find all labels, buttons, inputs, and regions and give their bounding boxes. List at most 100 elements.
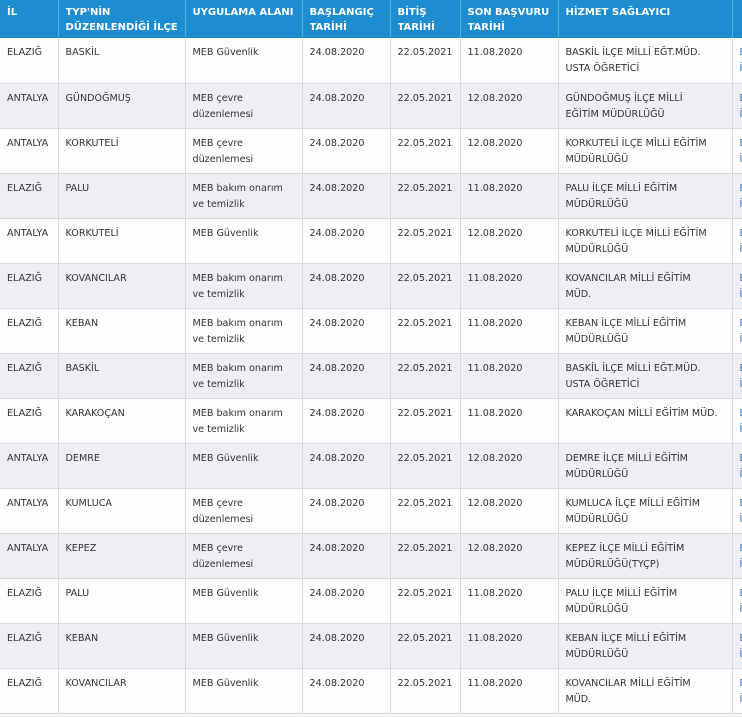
hizmet-saglayici-line1: KOVANCILAR MİLLİ EĞİTİM: [565, 677, 691, 689]
son-basvuru-tarihi-text: 11.08.2020: [467, 407, 523, 419]
table-row[interactable]: ANTALYA KORKUTELİ MEB Güvenlik 24.08.202…: [0, 218, 742, 264]
cell-baslangic-tarihi: 24.08.2020: [302, 38, 391, 84]
il-text: ANTALYA: [7, 497, 49, 509]
table-row[interactable]: ELAZIĞ BASKİL MEB bakım onarım ve temizli…: [0, 353, 742, 399]
cell-bitis-tarihi: 22.05.2021: [390, 623, 461, 669]
cell-detail-link[interactable]: Bİ: [732, 443, 742, 489]
cell-ilce: KORKUTELİ: [58, 218, 186, 264]
cell-detail-link[interactable]: Bİ: [732, 488, 742, 534]
uygulama-alani-line2: ve temizlik: [192, 288, 245, 300]
table-row[interactable]: ELAZIĞ PALU MEB bakım onarım ve temizlik …: [0, 173, 742, 219]
detail-link-line2[interactable]: İ: [739, 648, 742, 660]
column-header[interactable]: BİTİŞ TARİHİ: [390, 0, 461, 38]
detail-link-line2[interactable]: İ: [739, 153, 742, 165]
detail-link-line1[interactable]: B: [740, 631, 742, 647]
detail-link-line2[interactable]: İ: [739, 423, 742, 435]
cell-detail-link[interactable]: Bİ: [732, 263, 742, 309]
column-header-line1: UYGULAMA ALANI: [192, 7, 294, 18]
detail-link-line1[interactable]: B: [740, 136, 742, 152]
table-row[interactable]: ANTALYA KORKUTELİ MEB çevre düzenlemesi 2…: [0, 128, 742, 174]
detail-link-line2[interactable]: İ: [739, 603, 742, 615]
table-row[interactable]: ELAZIĞ KEBAN MEB bakım onarım ve temizlik…: [0, 308, 742, 354]
cell-detail-link[interactable]: Bİ: [732, 218, 742, 264]
ilce-text: KOVANCILAR: [65, 272, 127, 284]
ilce-text: BASKİL: [65, 362, 100, 374]
table-row[interactable]: ELAZIĞ KARAKOÇAN MEB bakım onarım ve temi…: [0, 398, 742, 444]
detail-link-line1[interactable]: B: [740, 406, 742, 422]
detail-link-line1[interactable]: B: [740, 226, 742, 242]
detail-link-line2[interactable]: İ: [739, 558, 742, 570]
cell-detail-link[interactable]: Bİ: [732, 83, 742, 129]
detail-link-line2[interactable]: İ: [739, 468, 742, 480]
detail-link-line1[interactable]: B: [740, 496, 742, 512]
detail-link-line1[interactable]: B: [740, 586, 742, 602]
cell-detail-link[interactable]: Bİ: [732, 668, 742, 714]
hizmet-saglayici-line2: USTA ÖĞRETİCİ: [565, 63, 640, 74]
detail-link-line2[interactable]: İ: [739, 378, 742, 390]
table-row[interactable]: ANTALYA GÜNDOĞMUŞ MEB çevre düzenlemesi 2…: [0, 83, 742, 129]
cell-detail-link[interactable]: Bİ: [732, 578, 742, 624]
column-header[interactable]: BAŞLANGIÇ TARİHİ: [302, 0, 391, 38]
cell-detail-link[interactable]: Bİ: [732, 38, 742, 84]
column-header[interactable]: [732, 0, 742, 38]
cell-uygulama-alani: MEB Güvenlik: [185, 578, 303, 624]
uygulama-alani-line2: düzenlemesi: [192, 558, 254, 570]
cell-hizmet-saglayici: BASKİL İLÇE MİLLİ EĞT.MÜD. USTA ÖĞRETİCİ: [558, 38, 733, 84]
cell-detail-link[interactable]: Bİ: [732, 128, 742, 174]
cell-detail-link[interactable]: Bİ: [732, 398, 742, 444]
column-header[interactable]: SON BAŞVURU TARİHİ: [460, 0, 559, 38]
detail-link-line2[interactable]: İ: [739, 243, 742, 255]
detail-link-line2[interactable]: İ: [739, 693, 742, 705]
bitis-tarihi-text: 22.05.2021: [397, 47, 453, 58]
cell-hizmet-saglayici: KORKUTELİ İLÇE MİLLİ EĞİTİM MÜDÜRLÜĞÜ: [558, 128, 733, 174]
bitis-tarihi-text: 22.05.2021: [397, 587, 453, 599]
table-row[interactable]: ELAZIĞ PALU MEB Güvenlik 24.08.2020 22.0…: [0, 578, 742, 624]
cell-detail-link[interactable]: Bİ: [732, 623, 742, 669]
table-row[interactable]: ANTALYA KEPEZ MEB çevre düzenlemesi 24.08…: [0, 533, 742, 579]
il-text: ANTALYA: [7, 227, 49, 239]
table-row[interactable]: ANTALYA DEMRE MEB Güvenlik 24.08.2020 22…: [0, 443, 742, 489]
detail-link-line1[interactable]: B: [740, 271, 742, 287]
detail-link-line1[interactable]: B: [740, 676, 742, 692]
cell-detail-link[interactable]: Bİ: [732, 173, 742, 219]
table-row[interactable]: ELAZIĞ BASKİL MEB Güvenlik 24.08.2020 22…: [0, 38, 742, 84]
table-row[interactable]: ANTALYA KUMLUCA MEB çevre düzenlemesi 24.…: [0, 488, 742, 534]
cell-uygulama-alani: MEB çevre düzenlemesi: [185, 488, 303, 534]
cell-uygulama-alani: MEB Güvenlik: [185, 218, 303, 264]
detail-link-line2[interactable]: İ: [739, 108, 742, 120]
ilce-text: PALU: [65, 587, 90, 599]
cell-il: ELAZIĞ: [0, 398, 59, 444]
baslangic-tarihi-text: 24.08.2020: [309, 182, 365, 194]
detail-link-line1[interactable]: B: [740, 181, 742, 197]
detail-link-line1[interactable]: B: [740, 541, 742, 557]
detail-link-line1[interactable]: B: [740, 91, 742, 107]
uygulama-alani-line1: MEB bakım onarım: [192, 272, 283, 284]
cell-detail-link[interactable]: Bİ: [732, 353, 742, 399]
column-header[interactable]: HİZMET SAĞLAYICI: [558, 0, 733, 38]
column-header[interactable]: UYGULAMA ALANI: [185, 0, 303, 38]
cell-detail-link[interactable]: Bİ: [732, 308, 742, 354]
cell-son-basvuru-tarihi: 11.08.2020: [460, 668, 559, 714]
detail-link-line2[interactable]: İ: [739, 63, 742, 74]
detail-link-line2[interactable]: İ: [739, 198, 742, 210]
detail-link-line2[interactable]: İ: [739, 288, 742, 300]
cell-son-basvuru-tarihi: 12.08.2020: [460, 443, 559, 489]
table-row[interactable]: ELAZIĞ KOVANCILAR MEB Güvenlik 24.08.202…: [0, 668, 742, 714]
detail-link-line1[interactable]: B: [740, 361, 742, 377]
il-text: ELAZIĞ: [7, 182, 43, 194]
detail-link-line1[interactable]: B: [740, 45, 742, 61]
table-row[interactable]: ELAZIĞ KOVANCILAR MEB bakım onarım ve tem…: [0, 263, 742, 309]
detail-link-line2[interactable]: İ: [739, 333, 742, 345]
column-header[interactable]: İL: [0, 0, 59, 38]
il-text: ELAZIĞ: [7, 677, 43, 689]
table-row[interactable]: ELAZIĞ KEBAN MEB Güvenlik 24.08.2020 22.…: [0, 623, 742, 669]
cell-detail-link[interactable]: Bİ: [732, 533, 742, 579]
uygulama-alani-line2: düzenlemesi: [192, 108, 254, 120]
detail-link-line1[interactable]: B: [740, 316, 742, 332]
column-header[interactable]: TYP'NİN DÜZENLENDİĞİ İLÇE: [58, 0, 186, 38]
hizmet-saglayici-line2: MÜDÜRLÜĞÜ: [565, 513, 629, 525]
cell-il: ANTALYA: [0, 533, 59, 579]
detail-link-line1[interactable]: B: [740, 451, 742, 467]
hizmet-saglayici-line1: KEPEZ İLÇE MİLLİ EĞİTİM: [565, 542, 685, 554]
detail-link-line2[interactable]: İ: [739, 513, 742, 525]
